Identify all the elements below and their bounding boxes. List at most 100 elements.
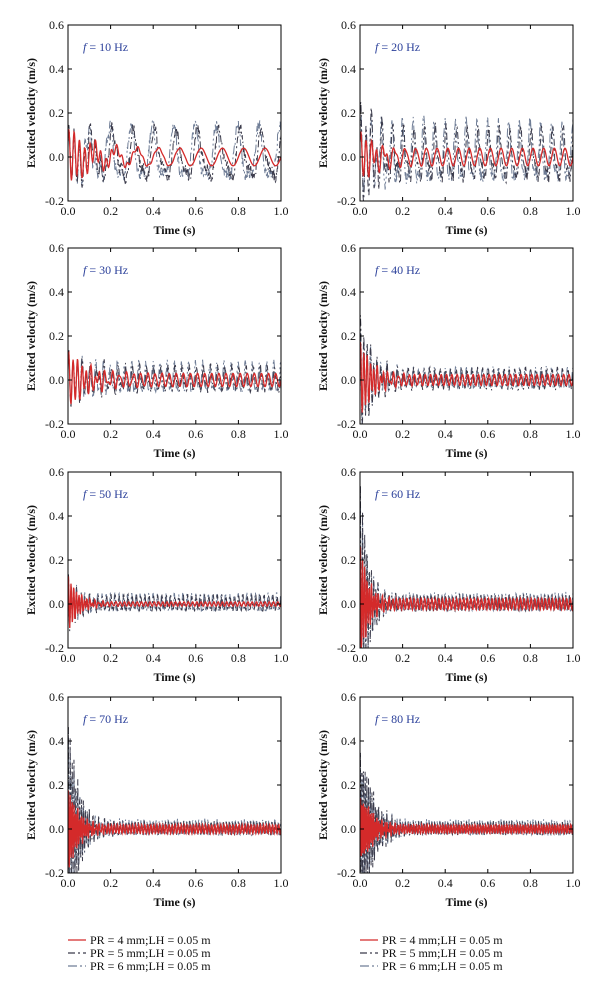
x-axis-title: Time (s) (153, 446, 195, 460)
y-tick-label: 0.2 (341, 329, 356, 343)
frequency-value: = 50 Hz (86, 487, 128, 501)
frequency-annotation: f = 50 Hz (83, 487, 128, 501)
x-tick-label: 1.0 (566, 876, 581, 890)
y-tick-label: 0.0 (341, 150, 356, 164)
x-tick-label: 0.0 (61, 427, 76, 441)
x-tick-label: 0.2 (395, 876, 410, 890)
frequency-annotation: f = 70 Hz (83, 712, 128, 726)
y-tick-label: 0.6 (49, 18, 64, 32)
frequency-symbol: f (375, 712, 380, 726)
series-line (68, 790, 281, 868)
x-tick-label: 0.0 (353, 427, 368, 441)
frequency-annotation: f = 10 Hz (83, 40, 128, 54)
frequency-annotation: f = 30 Hz (83, 263, 128, 277)
frequency-symbol: f (83, 487, 88, 501)
series-line (68, 121, 281, 188)
x-axis-title: Time (s) (445, 446, 487, 460)
series-line (360, 752, 573, 873)
x-tick-label: 0.0 (353, 204, 368, 218)
x-axis-title: Time (s) (445, 895, 487, 909)
y-tick-label: 0.4 (341, 509, 356, 523)
x-axis-title: Time (s) (445, 223, 487, 237)
legend-label: PR = 4 mm;LH = 0.05 m (382, 933, 503, 947)
x-tick-label: 0.2 (103, 427, 118, 441)
x-tick-label: 0.4 (438, 651, 453, 665)
series-line (360, 485, 573, 648)
y-tick-label: 0.4 (49, 62, 64, 76)
x-tick-label: 0.8 (231, 427, 246, 441)
series-line (360, 131, 573, 178)
x-tick-label: 0.8 (231, 876, 246, 890)
x-tick-label: 0.2 (395, 427, 410, 441)
y-tick-label: 0.6 (341, 241, 356, 255)
x-tick-label: 0.8 (523, 651, 538, 665)
series-line (68, 350, 281, 409)
x-tick-label: 0.2 (103, 651, 118, 665)
x-tick-label: 0.0 (61, 651, 76, 665)
y-tick-label: 0.2 (341, 106, 356, 120)
x-tick-label: 0.4 (438, 427, 453, 441)
y-axis-title: Excited velocity (m/s) (24, 281, 38, 391)
frequency-symbol: f (83, 712, 88, 726)
x-tick-label: 0.6 (188, 204, 203, 218)
x-tick-label: 1.0 (274, 427, 289, 441)
y-tick-label: -0.2 (337, 417, 356, 431)
legend-label: PR = 6 mm;LH = 0.05 m (382, 959, 503, 973)
x-tick-label: 0.4 (146, 876, 161, 890)
y-tick-label: 0.0 (49, 597, 64, 611)
frequency-symbol: f (83, 40, 88, 54)
frequency-annotation: f = 60 Hz (375, 487, 420, 501)
x-tick-label: 0.8 (523, 204, 538, 218)
x-tick-label: 0.6 (480, 204, 495, 218)
legend-label: PR = 4 mm;LH = 0.05 m (90, 933, 211, 947)
x-tick-label: 0.8 (523, 427, 538, 441)
series-line (360, 798, 573, 857)
y-tick-label: 0.6 (341, 690, 356, 704)
frequency-symbol: f (375, 40, 380, 54)
legend: PR = 4 mm;LH = 0.05 mPR = 5 mm;LH = 0.05… (68, 933, 211, 973)
x-tick-label: 1.0 (566, 204, 581, 218)
series-line (68, 350, 281, 405)
legend-label: PR = 5 mm;LH = 0.05 m (90, 946, 211, 960)
x-tick-label: 0.0 (353, 651, 368, 665)
y-tick-label: 0.2 (49, 106, 64, 120)
y-axis-title: Excited velocity (m/s) (24, 58, 38, 168)
x-axis-title: Time (s) (153, 223, 195, 237)
x-axis-title: Time (s) (153, 670, 195, 684)
series-line (360, 329, 573, 424)
x-tick-label: 0.6 (188, 427, 203, 441)
x-tick-label: 0.8 (231, 651, 246, 665)
y-tick-label: 0.2 (49, 329, 64, 343)
y-axis-title: Excited velocity (m/s) (316, 281, 330, 391)
x-tick-label: 0.0 (61, 204, 76, 218)
x-tick-label: 0.4 (146, 204, 161, 218)
y-tick-label: 0.0 (49, 373, 64, 387)
y-tick-label: -0.2 (45, 866, 64, 880)
series-line (68, 576, 281, 628)
x-tick-label: 0.6 (480, 651, 495, 665)
y-tick-label: 0.4 (49, 734, 64, 748)
y-tick-label: -0.2 (45, 194, 64, 208)
x-tick-label: 0.6 (480, 876, 495, 890)
y-axis-title: Excited velocity (m/s) (24, 505, 38, 615)
frequency-value: = 70 Hz (86, 712, 128, 726)
series-line (360, 546, 573, 648)
y-tick-label: 0.2 (49, 553, 64, 567)
frequency-value: = 30 Hz (86, 263, 128, 277)
x-tick-label: 1.0 (274, 204, 289, 218)
x-tick-label: 1.0 (566, 651, 581, 665)
x-tick-label: 1.0 (274, 651, 289, 665)
series-line (360, 501, 573, 648)
x-tick-label: 0.2 (395, 204, 410, 218)
x-tick-label: 0.6 (480, 427, 495, 441)
frequency-value: = 10 Hz (86, 40, 128, 54)
x-tick-label: 1.0 (274, 876, 289, 890)
frequency-symbol: f (83, 263, 88, 277)
legend: PR = 4 mm;LH = 0.05 mPR = 5 mm;LH = 0.05… (360, 933, 503, 973)
